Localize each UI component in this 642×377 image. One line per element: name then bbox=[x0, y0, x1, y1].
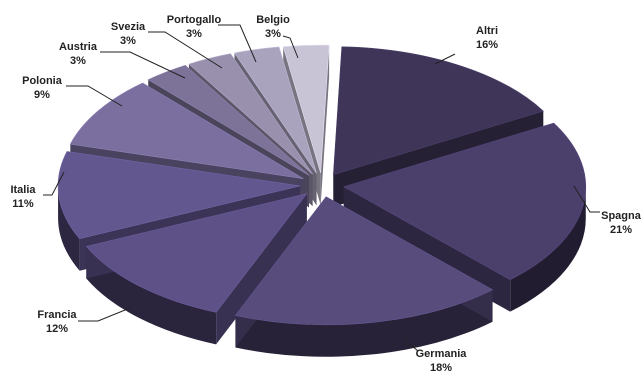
pie-slice-svezia bbox=[188, 53, 313, 175]
slice-percent-italia: 11% bbox=[12, 198, 34, 210]
slice-name-austria: Austria bbox=[59, 41, 98, 53]
slice-cut-francia-0 bbox=[216, 193, 307, 345]
slice-percent-francia: 12% bbox=[46, 323, 68, 335]
leader-line-spagna bbox=[573, 185, 600, 213]
leader-line-portogallo bbox=[218, 24, 257, 63]
slice-wall-spagna bbox=[510, 186, 586, 312]
pie-slice-spagna bbox=[343, 122, 587, 281]
slice-percent-altri: 16% bbox=[476, 39, 498, 51]
pie-slice-portogallo bbox=[233, 46, 317, 174]
leader-line-altri bbox=[434, 53, 456, 65]
pie-slice-belgio bbox=[282, 44, 330, 174]
leader-line-polonia bbox=[66, 85, 123, 107]
pie-slice-germania bbox=[234, 196, 494, 326]
leader-line-austria bbox=[100, 51, 186, 79]
slice-percent-austria: 3% bbox=[70, 55, 86, 67]
slice-name-svezia: Svezia bbox=[111, 21, 146, 33]
leader-line-svezia bbox=[148, 31, 223, 69]
slice-name-spagna: Spagna bbox=[601, 210, 642, 222]
leader-line-francia bbox=[78, 307, 131, 322]
slice-name-italia: Italia bbox=[10, 184, 36, 196]
slice-name-belgio: Belgio bbox=[256, 14, 290, 26]
slice-name-francia: Francia bbox=[37, 309, 77, 321]
slice-name-germania: Germania bbox=[416, 348, 468, 360]
pie-slice-austria bbox=[147, 64, 310, 176]
slice-percent-polonia: 9% bbox=[34, 89, 50, 101]
pie-slice-italia bbox=[57, 151, 301, 240]
slice-percent-germania: 18% bbox=[430, 362, 452, 374]
leader-line-belgio bbox=[282, 35, 299, 59]
slice-wall-italia bbox=[58, 185, 80, 271]
pie-slice-altri bbox=[333, 46, 544, 176]
pie-slice-polonia bbox=[69, 82, 304, 179]
leader-line-italia bbox=[43, 171, 65, 196]
slice-percent-portogallo: 3% bbox=[186, 28, 202, 40]
slice-wall-francia bbox=[86, 246, 217, 345]
slice-cut-belgio-1 bbox=[320, 45, 330, 206]
leader-line-germania bbox=[404, 339, 419, 352]
pie-slice-francia bbox=[85, 193, 308, 313]
slice-percent-svezia: 3% bbox=[120, 35, 136, 47]
slice-percent-belgio: 3% bbox=[265, 28, 281, 40]
slice-name-polonia: Polonia bbox=[22, 75, 63, 87]
slice-percent-spagna: 21% bbox=[610, 224, 632, 236]
slice-name-altri: Altri bbox=[476, 25, 498, 37]
slice-name-portogallo: Portogallo bbox=[167, 14, 222, 26]
